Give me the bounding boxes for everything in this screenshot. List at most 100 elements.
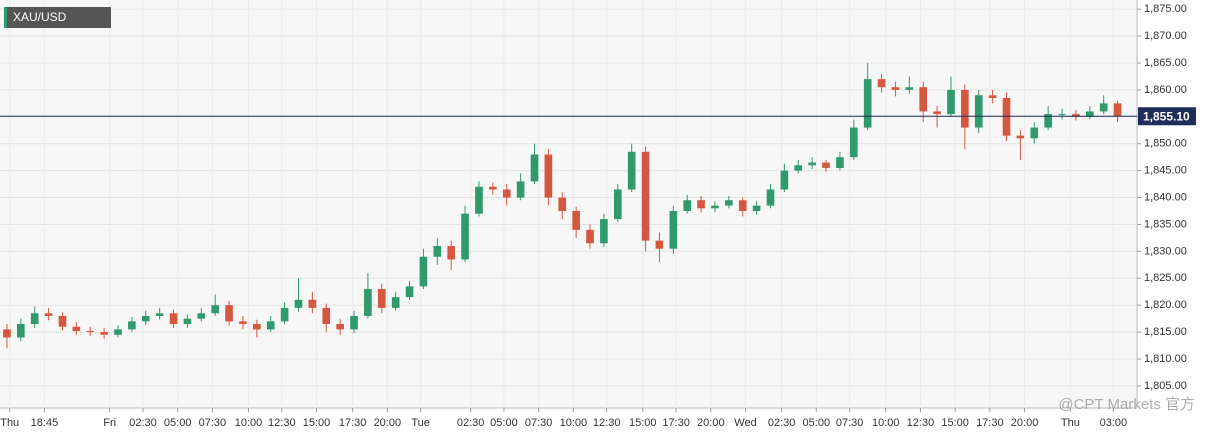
candle-body [738, 200, 747, 211]
x-tick-label: 15:00 [941, 417, 969, 429]
candle-body [225, 305, 233, 322]
x-tick-label: 02:30 [129, 417, 157, 429]
candle-body [586, 229, 594, 244]
candle-body [961, 89, 969, 128]
x-tick-label: Thu [0, 417, 19, 429]
candle-body [683, 200, 692, 211]
candle-body [974, 95, 983, 128]
x-tick-label: 20:00 [1011, 417, 1039, 429]
candle-body [1085, 111, 1094, 117]
candle-body [183, 318, 192, 325]
candle-body [433, 245, 442, 257]
candle-body [294, 299, 303, 308]
candle-body [1002, 97, 1011, 136]
symbol-badge [4, 7, 111, 28]
candle-body [86, 331, 95, 333]
x-tick-label: 05:00 [164, 417, 192, 429]
y-tick-label: 1,865.00 [1144, 57, 1187, 69]
candle-body [211, 305, 220, 314]
candle-body [114, 329, 122, 335]
candle-body [808, 162, 816, 166]
y-tick-label: 1,825.00 [1144, 272, 1187, 284]
y-tick-label: 1,805.00 [1144, 380, 1187, 392]
candle-body [627, 151, 636, 190]
candle-body [100, 332, 108, 335]
x-tick-label: 17:30 [976, 417, 1004, 429]
candle-body [725, 200, 733, 206]
candle-body [322, 307, 331, 325]
candle-body [558, 197, 567, 211]
x-tick-label: 07:30 [199, 417, 227, 429]
axes: 1,805.00 1,810.00 1,815.00 1,820.00 1,825.00… [0, 3, 1196, 429]
candle-body [613, 189, 622, 220]
candle-body [30, 313, 39, 325]
candle-body [572, 210, 580, 230]
candle-body [600, 219, 608, 244]
watermark: @CPT Markets 官方 [1058, 396, 1195, 413]
candle-body [489, 186, 497, 190]
candle-body [3, 329, 11, 338]
y-tick-label: 1,810.00 [1144, 353, 1187, 365]
candle-body [877, 79, 886, 88]
x-tick-label: 12:30 [593, 417, 621, 429]
x-tick-label: Tue [411, 417, 430, 429]
candle-body [655, 240, 664, 249]
candle-body [1072, 114, 1080, 117]
candle-body [128, 321, 136, 330]
candle-body [516, 181, 525, 198]
candle-body [905, 87, 914, 90]
candle-body [419, 256, 428, 287]
y-tick-label: 1,840.00 [1144, 191, 1187, 203]
candle-body [891, 87, 900, 90]
x-tick-label: 17:30 [339, 417, 367, 429]
candle-body [711, 205, 719, 209]
candle-body [17, 324, 25, 338]
candle-body [72, 326, 81, 332]
candle-body [155, 313, 164, 316]
x-tick-label: Fri [103, 417, 116, 429]
x-tick-label: 15:00 [629, 417, 657, 429]
last-price-label: 1,855.10 [1143, 109, 1190, 123]
candle-body [405, 286, 414, 298]
plot-background [0, 0, 1137, 408]
x-tick-label: 15:00 [303, 417, 331, 429]
candle-body [669, 210, 678, 249]
candle-body [849, 127, 858, 158]
candle-body [947, 89, 955, 115]
candle-body [697, 200, 705, 209]
candle-body [391, 297, 400, 308]
x-tick-label: 02:30 [457, 417, 485, 429]
x-tick-label: Wed [734, 417, 756, 429]
candle-body [44, 313, 53, 316]
candle-body [641, 151, 650, 241]
candle-body [988, 95, 997, 98]
candle-body [502, 189, 511, 198]
candle-body [447, 245, 456, 260]
y-tick-label: 1,870.00 [1144, 30, 1187, 42]
y-tick-label: 1,820.00 [1144, 299, 1187, 311]
x-tick-label: 17:30 [662, 417, 690, 429]
y-tick-label: 1,875.00 [1144, 3, 1187, 15]
candle-body [350, 315, 358, 330]
candle-body [336, 324, 344, 330]
x-tick-label: 20:00 [374, 417, 402, 429]
x-tick-label: 10:00 [872, 417, 900, 429]
x-tick-label: 12:30 [907, 417, 935, 429]
candle-body [364, 289, 372, 316]
candle-body [1113, 103, 1122, 117]
candle-body [794, 165, 803, 171]
candle-body [1058, 114, 1066, 116]
candle-body [308, 299, 317, 308]
chart-title: XAU/USD [13, 10, 67, 24]
x-tick-label: 05:00 [490, 417, 518, 429]
x-tick-label: 10:00 [560, 417, 588, 429]
candle-body [141, 315, 150, 322]
symbol-badge-accent [4, 7, 7, 28]
x-tick-label: 03:00 [1100, 417, 1128, 429]
candle-body [822, 162, 830, 168]
candle-body [239, 321, 247, 325]
x-tick-label: 18:45 [31, 417, 59, 429]
x-tick-label: Thu [1061, 417, 1080, 429]
candle-body [933, 111, 941, 115]
